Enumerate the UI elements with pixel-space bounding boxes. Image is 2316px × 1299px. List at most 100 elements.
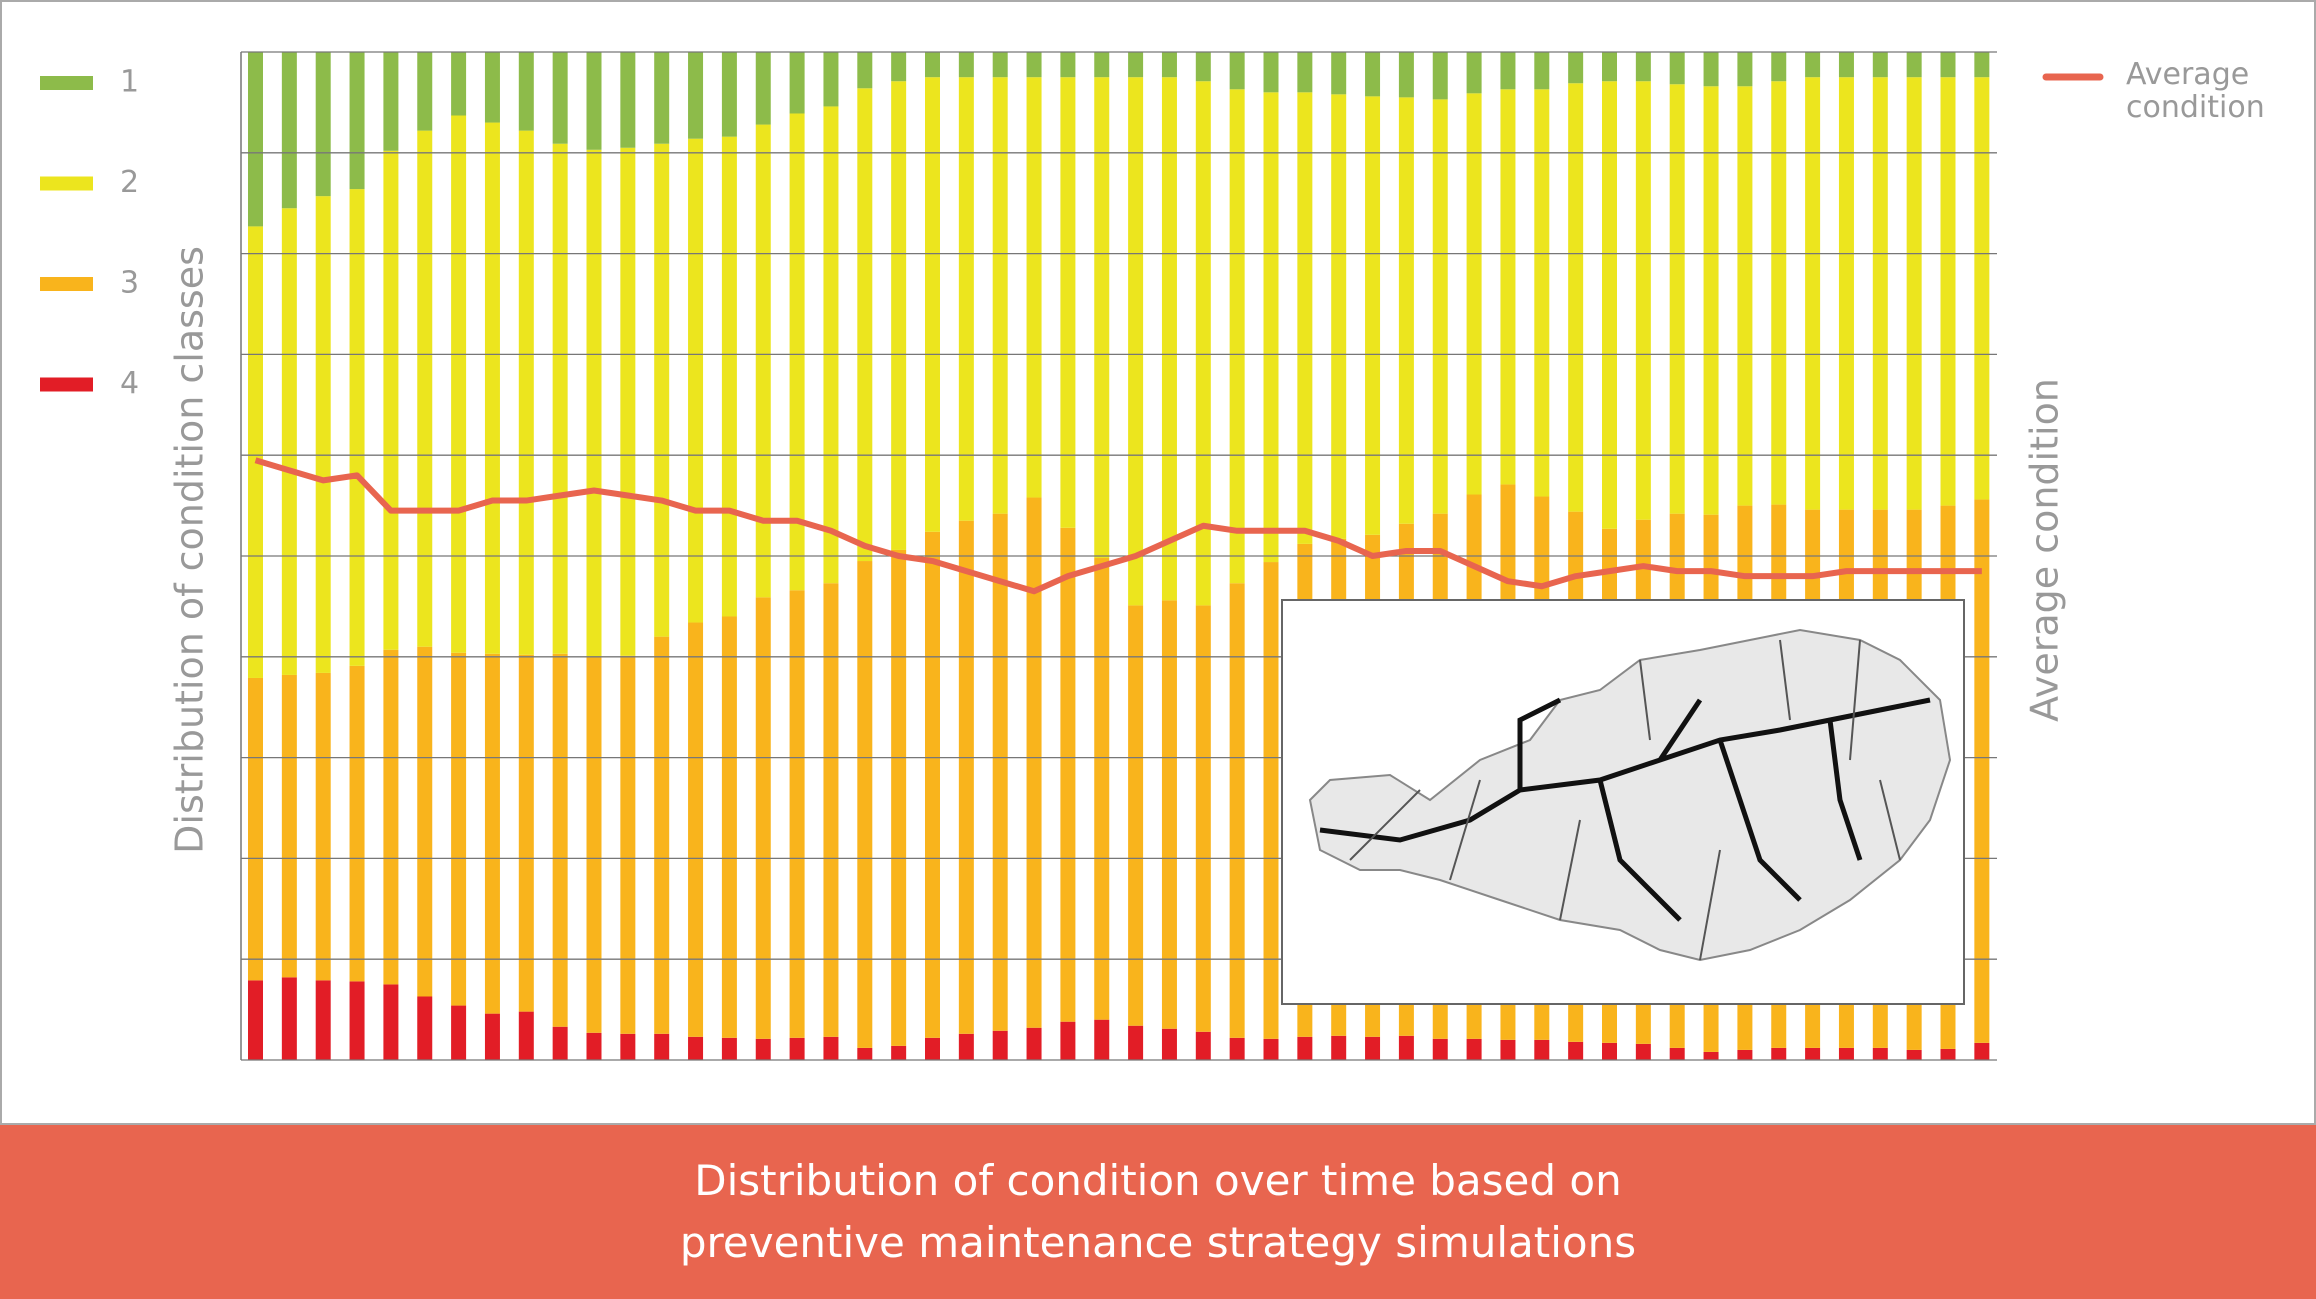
bar-segment: [1771, 1047, 1787, 1060]
bar-segment: [1161, 600, 1177, 1029]
bar-segment: [1094, 52, 1110, 78]
y2-axis-label: Average condition: [2023, 378, 2067, 722]
map-inset: [1281, 599, 1965, 1005]
bar-segment: [823, 106, 839, 584]
bar-segment: [1534, 89, 1550, 497]
bar-segment: [1229, 583, 1245, 1038]
bar-segment: [1906, 1049, 1922, 1060]
bar-segment: [248, 52, 263, 227]
bar-segment: [1703, 86, 1719, 515]
bar-segment: [958, 52, 974, 78]
bar-segment: [451, 652, 467, 1006]
bar-segment: [823, 52, 839, 107]
bar-segment: [281, 674, 297, 978]
bar-segment: [1703, 1051, 1719, 1060]
bar-segment: [654, 143, 670, 637]
bar-segment: [1466, 52, 1482, 94]
bar-segment: [1568, 52, 1584, 84]
bar-segment: [383, 984, 399, 1060]
bar-segment: [1838, 77, 1854, 510]
bar-segment: [315, 980, 331, 1060]
bar-segment: [1128, 77, 1144, 606]
legend-swatch: [40, 176, 93, 191]
bar-segment: [1229, 89, 1245, 584]
bar-segment: [925, 77, 940, 532]
bar-segment: [1060, 52, 1076, 78]
bar-segment: [1331, 52, 1347, 95]
bar-segment: [1026, 77, 1042, 498]
bar-segment: [1940, 1048, 1956, 1060]
bar-segment: [688, 138, 704, 623]
bar-segment: [1398, 1035, 1414, 1060]
bar-segment: [620, 52, 636, 148]
bar-segment: [857, 52, 873, 89]
bar-segment: [383, 649, 399, 985]
bar-segment: [620, 147, 636, 656]
bar-segment: [1128, 52, 1144, 78]
bar-segment: [248, 226, 263, 678]
bar-segment: [1263, 92, 1279, 563]
caption: Distribution of condition over time base…: [679, 1156, 1637, 1267]
bar-segment: [620, 1033, 636, 1060]
bar-segment: [1669, 84, 1685, 514]
bar-segment: [1906, 77, 1922, 510]
bar-segment: [1906, 52, 1922, 78]
bar-segment: [1297, 92, 1313, 544]
bar-segment: [1635, 52, 1651, 82]
bar-segment: [417, 52, 433, 131]
bar-segment: [1872, 52, 1888, 78]
bar-segment: [1060, 1021, 1076, 1060]
bar-segment: [1466, 1038, 1482, 1060]
bar-segment: [484, 1013, 500, 1060]
bar-segment: [992, 52, 1008, 78]
bar-segment: [1974, 499, 1990, 1043]
bar-segment: [654, 52, 670, 144]
bar-segment: [484, 52, 500, 123]
bar-segment: [1534, 1039, 1550, 1060]
y-axis-label: Distribution of condition classes: [168, 246, 212, 854]
bar-segment: [417, 130, 433, 647]
bar-segment: [1838, 52, 1854, 78]
bar-segment: [1466, 93, 1482, 495]
bar-segment: [1737, 52, 1753, 87]
bar-segment: [958, 520, 974, 1034]
bar-segment: [1094, 1019, 1110, 1060]
bar-segment: [315, 672, 331, 981]
bar-segment: [1432, 99, 1448, 514]
bar-segment: [349, 981, 365, 1060]
legend-label: 1: [120, 65, 139, 100]
bar-segment: [383, 52, 399, 151]
bar-segment: [1872, 1047, 1888, 1060]
bar-segment: [552, 52, 568, 144]
bar-segment: [248, 677, 263, 981]
bar-segment: [1365, 52, 1381, 97]
map-lines: [1349, 639, 1901, 961]
bar-segment: [1602, 52, 1617, 82]
bar-segment: [1500, 1039, 1516, 1060]
bar-segment: [1500, 52, 1516, 90]
bar-segment: [1771, 52, 1787, 82]
bar-segment: [925, 52, 940, 78]
bar-segment: [1161, 52, 1177, 78]
bar-segment: [1635, 1043, 1651, 1060]
bar-segment: [1094, 558, 1110, 1020]
bar-segment: [1872, 77, 1888, 510]
bar-segment: [823, 1036, 839, 1060]
bar-segment: [891, 549, 907, 1046]
bar-segment: [925, 1037, 940, 1060]
bar-segment: [857, 561, 873, 1048]
bar-segment: [1940, 77, 1956, 506]
bar-segment: [1026, 1027, 1042, 1060]
bar-segment: [688, 622, 704, 1037]
bar-segment: [1263, 52, 1279, 93]
bar-segment: [958, 77, 974, 521]
bar-segment: [1737, 1049, 1753, 1060]
bar-segment: [857, 1047, 873, 1060]
bar-segment: [789, 590, 805, 1038]
bar-segment: [518, 130, 534, 655]
bar-segment: [721, 52, 737, 137]
legend-swatch: [40, 277, 93, 291]
bar-segment: [1128, 605, 1144, 1026]
bar-segment: [1737, 86, 1753, 506]
